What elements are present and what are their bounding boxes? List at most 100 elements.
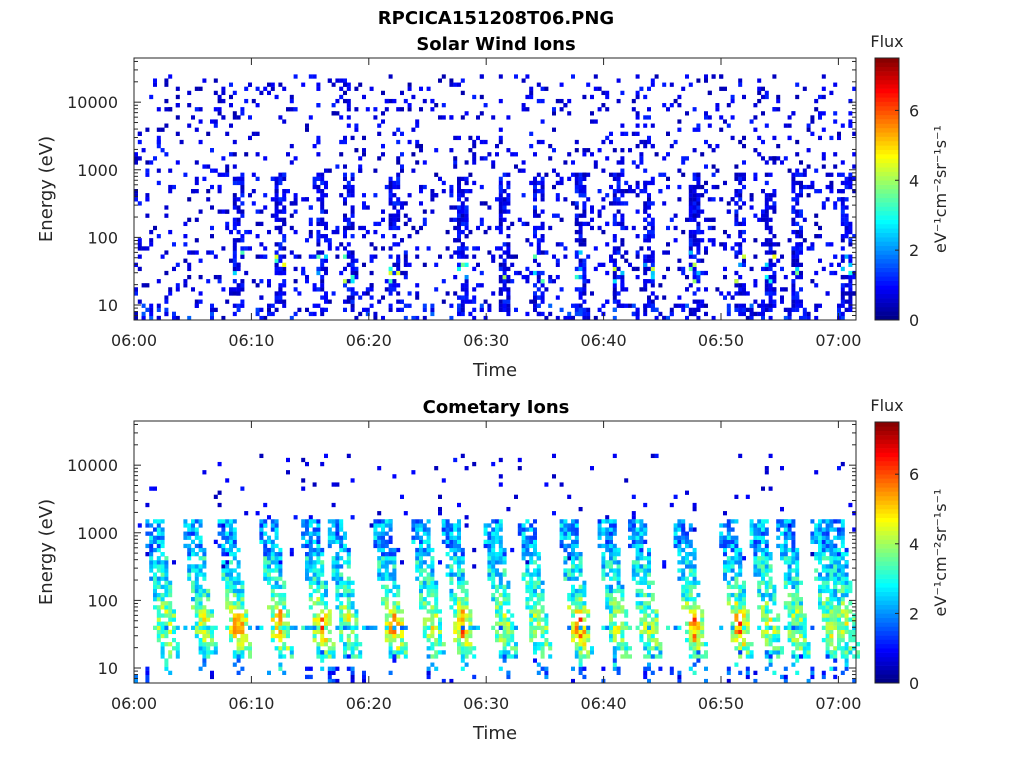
- heatmap-cell: [738, 592, 743, 598]
- heatmap-cell: [407, 217, 412, 222]
- heatmap-cell: [540, 234, 545, 239]
- heatmap-cell: [225, 168, 230, 173]
- heatmap-cell: [540, 650, 545, 655]
- heatmap-cell: [647, 629, 651, 635]
- heatmap-cell: [525, 311, 530, 317]
- heatmap-cell: [734, 176, 739, 182]
- heatmap-cell: [289, 315, 294, 321]
- heatmap-cell: [464, 299, 469, 304]
- heatmap-cell: [624, 201, 629, 206]
- heatmap-cell: [263, 568, 268, 573]
- colorbar-segment: [875, 162, 899, 168]
- heatmap-cell: [559, 217, 564, 222]
- heatmap-cell: [479, 111, 484, 116]
- heatmap-cell: [795, 303, 800, 308]
- heatmap-cell: [578, 307, 583, 313]
- heatmap-cell: [643, 143, 648, 149]
- heatmap-cell: [852, 234, 857, 239]
- heatmap-cell: [685, 605, 689, 610]
- heatmap-cell: [681, 519, 686, 524]
- heatmap-cell: [506, 654, 511, 659]
- heatmap-cell: [400, 646, 404, 651]
- heatmap-cell: [464, 650, 469, 655]
- heatmap-cell: [635, 572, 640, 577]
- heatmap-cell: [388, 189, 393, 194]
- heatmap-cell: [799, 250, 803, 255]
- heatmap-cell: [457, 193, 461, 198]
- heatmap-cell: [324, 299, 328, 304]
- heatmap-cell: [738, 78, 743, 83]
- heatmap-cell: [559, 539, 564, 545]
- heatmap-cell: [365, 205, 370, 210]
- heatmap-cell: [194, 160, 199, 165]
- colorbar-segment: [875, 206, 899, 212]
- heatmap-cell: [738, 193, 743, 198]
- heatmap-cell: [377, 539, 382, 545]
- heatmap-cell: [533, 176, 537, 182]
- heatmap-cell: [514, 152, 518, 157]
- heatmap-cell: [624, 180, 629, 186]
- heatmap-cell: [536, 613, 541, 618]
- heatmap-cell: [270, 543, 275, 549]
- heatmap-cell: [331, 291, 336, 296]
- heatmap-cell: [521, 547, 526, 553]
- heatmap-cell: [320, 197, 325, 202]
- heatmap-cell: [350, 646, 355, 651]
- heatmap-cell: [772, 646, 777, 651]
- heatmap-cell: [415, 139, 420, 145]
- heatmap-cell: [818, 135, 822, 141]
- heatmap-cell: [339, 580, 344, 585]
- heatmap-cell: [229, 568, 233, 573]
- heatmap-cell: [574, 250, 579, 255]
- heatmap-cell: [612, 543, 617, 549]
- heatmap-cell: [434, 148, 439, 153]
- heatmap-cell: [776, 613, 781, 618]
- heatmap-cell: [533, 283, 537, 288]
- heatmap-cell: [734, 605, 739, 610]
- heatmap-cell: [274, 633, 279, 639]
- heatmap-cell: [400, 152, 404, 157]
- heatmap-cell: [327, 527, 332, 532]
- heatmap-cell: [320, 172, 325, 177]
- heatmap-cell: [457, 584, 461, 590]
- colorbar-segment: [875, 202, 899, 207]
- heatmap-cell: [479, 201, 484, 206]
- heatmap-cell: [217, 274, 222, 280]
- heatmap-cell: [354, 315, 359, 321]
- heatmap-cell: [187, 552, 192, 557]
- heatmap-cell: [468, 135, 473, 141]
- heatmap-cell: [282, 299, 287, 304]
- heatmap-cell: [502, 642, 507, 647]
- heatmap-cell: [308, 543, 313, 549]
- heatmap-cell: [502, 197, 507, 202]
- heatmap-cell: [225, 584, 230, 590]
- heatmap-cell: [202, 176, 207, 182]
- heatmap-cell: [191, 115, 195, 120]
- heatmap-cell: [749, 642, 754, 647]
- heatmap-cell: [335, 580, 340, 585]
- heatmap-cell: [772, 156, 777, 161]
- heatmap-cell: [229, 617, 233, 622]
- heatmap-cell: [654, 625, 659, 630]
- heatmap-cell: [506, 274, 511, 280]
- heatmap-cell: [761, 299, 765, 304]
- heatmap-cell: [229, 605, 233, 610]
- heatmap-cell: [339, 543, 344, 549]
- heatmap-cell: [324, 254, 328, 259]
- heatmap-cell: [445, 539, 450, 545]
- heatmap-cell: [688, 266, 693, 272]
- heatmap-cell: [791, 303, 796, 308]
- heatmap-cell: [844, 274, 849, 280]
- heatmap-cell: [688, 642, 693, 647]
- heatmap-cell: [229, 601, 233, 606]
- heatmap-cell: [384, 560, 389, 565]
- heatmap-cell: [346, 295, 351, 300]
- heatmap-cell: [780, 295, 784, 300]
- heatmap-cell: [525, 588, 530, 594]
- heatmap-cell: [552, 474, 556, 479]
- heatmap-cell: [791, 262, 796, 267]
- heatmap-cell: [776, 646, 781, 651]
- heatmap-cell: [692, 242, 697, 247]
- heatmap-cell: [764, 266, 769, 272]
- heatmap-cell: [574, 556, 579, 561]
